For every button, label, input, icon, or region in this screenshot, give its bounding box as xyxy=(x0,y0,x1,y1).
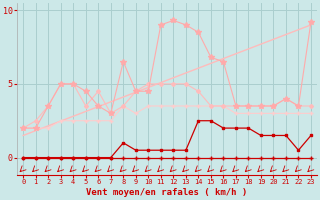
X-axis label: Vent moyen/en rafales ( km/h ): Vent moyen/en rafales ( km/h ) xyxy=(86,188,248,197)
